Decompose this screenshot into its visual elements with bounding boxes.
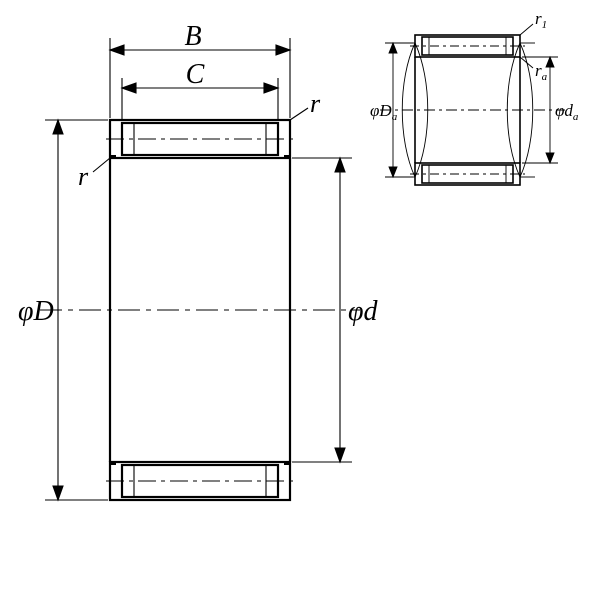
label-detail-phida: φda [555,101,579,123]
label-detail-r1-sub: 1 [542,19,548,31]
main-bottom-roller [106,462,294,497]
label-r-top: r [310,89,321,118]
detail-top-roller [410,37,525,55]
dim-r-top [290,108,308,120]
label-detail-phiDa-main: φD [370,101,392,120]
label-detail-ra-sub: a [542,71,548,83]
detail-bottom-roller [410,165,525,183]
label-detail-r1: r1 [535,9,547,31]
detail-dim-r1 [520,24,533,35]
label-r-left: r [78,162,89,191]
label-phid: φd [348,296,378,327]
diagram-canvas: B C r r φD φd r1 ra φDa φda [0,0,600,600]
label-phiD: φD [18,296,54,327]
detail-dim-ra [520,57,533,68]
label-B: B [184,21,201,52]
label-detail-ra: ra [535,61,548,83]
dim-r-left [93,158,110,172]
label-detail-phida-main: φd [555,101,573,120]
label-C: C [186,59,205,90]
label-detail-phiDa-sub: a [392,111,398,123]
label-detail-phida-sub: a [573,111,579,123]
label-detail-phiDa: φDa [370,101,398,123]
main-top-roller [106,123,294,158]
